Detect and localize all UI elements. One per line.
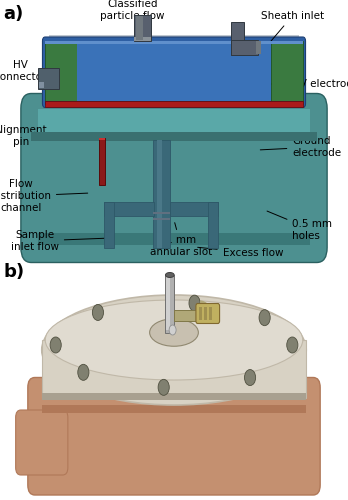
Text: Classified
particle flow: Classified particle flow — [100, 0, 165, 55]
Text: 0.5 mm
holes: 0.5 mm holes — [267, 211, 332, 240]
Circle shape — [169, 325, 176, 335]
Bar — [166, 274, 170, 330]
Bar — [45, 41, 303, 44]
Bar — [104, 202, 154, 216]
Bar — [38, 68, 59, 89]
Text: Sheath inlet: Sheath inlet — [256, 11, 324, 59]
Ellipse shape — [166, 272, 174, 278]
Circle shape — [78, 364, 89, 380]
Bar — [256, 42, 261, 54]
FancyBboxPatch shape — [196, 304, 220, 324]
Bar — [77, 41, 271, 104]
Bar — [153, 140, 170, 248]
Bar — [45, 101, 303, 107]
FancyBboxPatch shape — [28, 378, 320, 495]
Bar — [42, 405, 306, 412]
Text: Sample
inlet flow: Sample inlet flow — [11, 230, 109, 252]
Bar — [45, 41, 77, 104]
Bar — [134, 37, 151, 41]
Ellipse shape — [150, 319, 198, 346]
Ellipse shape — [45, 300, 303, 380]
Circle shape — [259, 310, 270, 326]
FancyBboxPatch shape — [16, 410, 68, 475]
Circle shape — [287, 337, 298, 353]
Text: HV electrode: HV electrode — [253, 79, 348, 89]
Text: Excess flow: Excess flow — [198, 248, 283, 258]
Bar — [165, 275, 174, 332]
Bar — [38, 232, 310, 245]
Bar — [49, 35, 299, 112]
Bar — [271, 41, 303, 104]
Bar — [153, 212, 170, 214]
Bar — [31, 132, 317, 141]
Text: b): b) — [3, 263, 25, 281]
Bar — [38, 108, 310, 140]
Circle shape — [92, 304, 103, 320]
Text: Flow
distribution
channel: Flow distribution channel — [0, 180, 88, 212]
Bar — [157, 140, 162, 248]
Bar — [39, 82, 44, 88]
Text: Ground
electrode: Ground electrode — [260, 136, 341, 158]
Text: Alignment
pin: Alignment pin — [0, 125, 95, 147]
FancyBboxPatch shape — [21, 94, 327, 262]
Text: a): a) — [3, 5, 24, 23]
Bar — [134, 15, 151, 41]
Bar — [136, 16, 143, 40]
Bar — [208, 202, 218, 248]
Bar — [231, 22, 244, 55]
Bar — [170, 202, 218, 216]
Circle shape — [158, 380, 169, 396]
Bar — [231, 40, 258, 55]
Circle shape — [50, 337, 61, 353]
Circle shape — [189, 295, 200, 311]
Bar — [42, 392, 306, 400]
Circle shape — [245, 370, 256, 386]
Bar — [199, 307, 202, 320]
Bar — [209, 307, 212, 320]
Ellipse shape — [42, 295, 306, 405]
Text: HV
connector: HV connector — [0, 60, 67, 82]
Bar — [174, 310, 200, 321]
Bar — [99, 138, 105, 140]
Bar — [99, 138, 105, 185]
FancyBboxPatch shape — [42, 37, 306, 108]
Bar — [104, 202, 114, 248]
Bar — [42, 340, 306, 398]
Bar — [153, 218, 170, 220]
Bar — [204, 307, 207, 320]
Text: 1 mm
annular slot: 1 mm annular slot — [150, 222, 212, 256]
Bar — [45, 100, 303, 103]
